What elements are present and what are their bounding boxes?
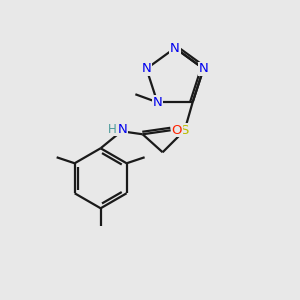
Text: O: O <box>171 124 182 137</box>
Text: H: H <box>108 123 117 136</box>
Text: N: N <box>170 41 180 55</box>
Text: S: S <box>180 124 189 137</box>
Text: N: N <box>152 96 162 109</box>
Text: N: N <box>199 62 208 75</box>
Text: N: N <box>142 62 151 75</box>
Text: N: N <box>118 123 128 136</box>
